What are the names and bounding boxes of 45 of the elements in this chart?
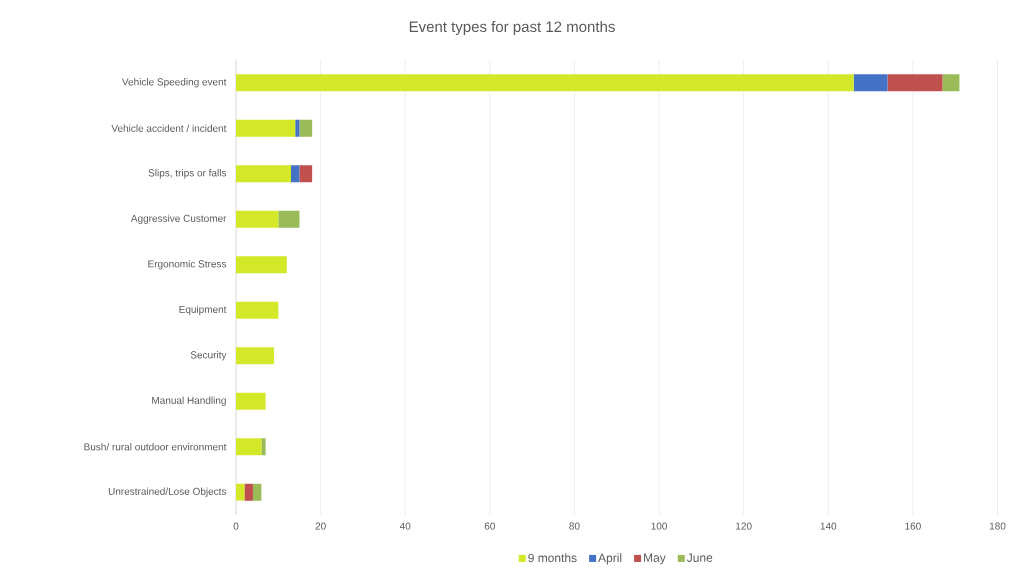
bar — [252, 483, 262, 501]
bar — [236, 210, 279, 228]
bar — [261, 438, 266, 456]
y-tick-label: Ergonomic Stress — [148, 260, 227, 270]
bar — [244, 483, 253, 501]
x-tick-label: 160 — [905, 522, 921, 530]
legend-label: May — [644, 553, 666, 565]
bar — [236, 256, 287, 274]
bar — [236, 347, 275, 365]
x-tick-label: 100 — [651, 522, 668, 530]
bar — [236, 438, 262, 456]
x-tick-label: 60 — [484, 522, 496, 530]
y-tick-label: Vehicle Speeding event — [121, 78, 227, 88]
bar — [942, 74, 960, 92]
y-tick-label: Bush/ rural outdoor environment — [84, 443, 227, 451]
legend-label: April — [598, 553, 622, 565]
bar — [278, 210, 300, 228]
x-tick-label: 40 — [399, 522, 411, 530]
chart-title: Event types for past 12 months — [409, 21, 615, 35]
bar — [236, 301, 279, 319]
y-tick-label: Unrestrained/Lose Objects — [108, 487, 227, 497]
bar — [236, 119, 296, 137]
y-tick-label: Aggressive Customer — [130, 214, 227, 224]
bar — [236, 392, 266, 410]
y-tick-label: Manual Handling — [152, 396, 226, 406]
bar — [887, 74, 943, 92]
y-tick-label: Equipment — [179, 305, 227, 315]
x-tick-label: 20 — [315, 522, 326, 530]
x-tick-label: 140 — [820, 522, 837, 530]
x-tick-label: 180 — [989, 522, 1006, 530]
y-tick-label: Slips, trips or falls — [148, 169, 227, 179]
bar — [295, 119, 300, 137]
y-tick-label: Vehicle accident / incident — [111, 124, 227, 132]
bar — [236, 165, 291, 183]
legend-label: 9 months — [528, 553, 577, 563]
y-tick-label: Security — [190, 351, 227, 361]
legend-label: June — [686, 553, 713, 562]
x-tick-label: 80 — [569, 522, 580, 530]
bar — [236, 74, 854, 92]
bar — [299, 165, 313, 183]
x-tick-label: 120 — [736, 522, 752, 530]
bar — [853, 74, 888, 92]
bar — [299, 119, 313, 137]
x-tick-label: 0 — [233, 522, 239, 530]
bar — [291, 165, 300, 183]
